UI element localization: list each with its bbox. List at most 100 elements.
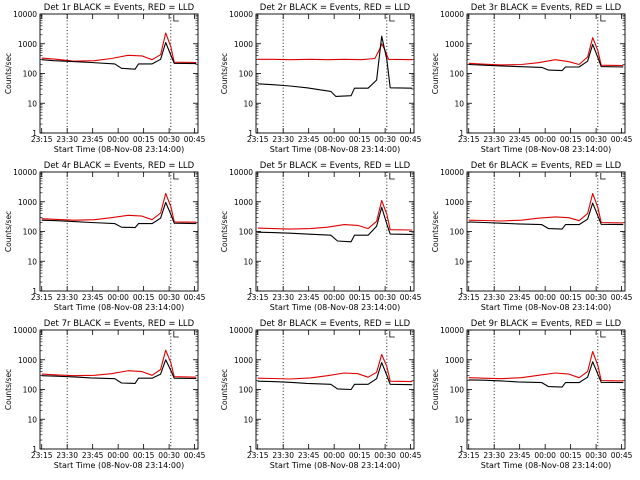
- y-tick-label: 1000: [234, 356, 253, 365]
- marker-bracket: [600, 15, 606, 22]
- x-tick-label: 00:30: [374, 293, 396, 302]
- plot-frame: [466, 329, 626, 450]
- y-axis-label: Counts/sec: [220, 369, 229, 410]
- panel-title: Det 4r BLACK = Events, RED = LLD: [44, 161, 195, 171]
- x-tick-label: 00:30: [374, 135, 396, 144]
- y-tick-label: 100: [450, 228, 465, 237]
- x-axis-label: Start Time (08-Nov-08 23:14:00): [481, 303, 611, 312]
- x-tick-label: 00:45: [400, 293, 422, 302]
- x-tick-label: 00:30: [585, 451, 607, 460]
- x-tick-label: 23:45: [509, 293, 531, 302]
- plot-frame: [255, 329, 415, 450]
- x-tick-label: 00:15: [133, 451, 155, 460]
- x-axis-label: Start Time (08-Nov-08 23:14:00): [270, 303, 400, 312]
- plot-frame: [466, 171, 626, 292]
- series-events-line: [41, 201, 197, 229]
- y-tick-label: 10: [243, 257, 253, 266]
- x-tick-label: 23:15: [247, 293, 269, 302]
- x-axis-label: Start Time (08-Nov-08 23:14:00): [54, 303, 184, 312]
- y-tick-label: 10: [243, 415, 253, 424]
- x-tick-label: 00:30: [374, 451, 396, 460]
- y-axis-label: Counts/sec: [4, 211, 13, 252]
- marker-bracket: [389, 15, 395, 22]
- y-tick-label: 10: [243, 99, 253, 108]
- y-tick-label: 1: [32, 445, 37, 454]
- plot-frame: [39, 171, 199, 292]
- x-tick-label: 00:30: [585, 293, 607, 302]
- marker-bracket: [173, 331, 179, 338]
- y-tick-label: 100: [23, 386, 38, 395]
- y-tick-label: 10: [27, 415, 37, 424]
- x-tick-label: 00:15: [133, 135, 155, 144]
- x-tick-label: 23:30: [272, 293, 294, 302]
- x-tick-label: 23:30: [272, 451, 294, 460]
- y-tick-label: 10000: [440, 10, 464, 19]
- x-tick-label: 00:30: [158, 135, 180, 144]
- y-tick-label: 10: [27, 99, 37, 108]
- y-tick-label: 1: [459, 445, 464, 454]
- series-events-line: [257, 35, 413, 97]
- y-axis-label: Counts/sec: [220, 211, 229, 252]
- series-lld-line: [468, 37, 624, 67]
- detector-panel-1: Det 1r BLACK = Events, RED = LLD 1 10 100 10…: [4, 3, 206, 154]
- x-tick-label: 23:45: [82, 135, 104, 144]
- plot-frame: [255, 13, 415, 134]
- x-tick-label: 00:45: [400, 135, 422, 144]
- x-tick-label: 00:00: [534, 451, 556, 460]
- plot-frame: [255, 171, 415, 292]
- detector-panel-9: Det 9r BLACK = Events, RED = LLD 1 10 100 10…: [431, 319, 633, 470]
- marker-bracket: [389, 173, 395, 180]
- series-events-line: [41, 359, 197, 384]
- x-tick-label: 00:00: [534, 293, 556, 302]
- x-tick-label: 23:15: [31, 451, 53, 460]
- x-tick-label: 00:15: [133, 293, 155, 302]
- series-events-line: [41, 41, 197, 70]
- y-tick-label: 1000: [18, 356, 37, 365]
- x-tick-label: 00:45: [400, 451, 422, 460]
- x-tick-label: 23:45: [298, 135, 320, 144]
- x-tick-label: 23:45: [298, 451, 320, 460]
- x-tick-label: 00:45: [184, 135, 206, 144]
- y-tick-label: 100: [239, 70, 254, 79]
- x-tick-label: 23:45: [509, 135, 531, 144]
- x-tick-label: 23:30: [483, 451, 505, 460]
- y-tick-label: 100: [239, 228, 254, 237]
- y-tick-label: 10: [454, 99, 464, 108]
- plot-frame: [466, 13, 626, 134]
- series-lld-line: [257, 353, 413, 383]
- detector-panel-5: Det 5r BLACK = Events, RED = LLD 1 10 100 10…: [220, 161, 422, 312]
- series-events-line: [468, 202, 624, 230]
- series-events-line: [468, 361, 624, 388]
- y-axis-label: Counts/sec: [431, 53, 440, 94]
- x-tick-label: 23:30: [483, 293, 505, 302]
- panel-title: Det 1r BLACK = Events, RED = LLD: [44, 3, 195, 13]
- y-tick-label: 1: [32, 129, 37, 138]
- panel-title: Det 5r BLACK = Events, RED = LLD: [260, 161, 411, 171]
- x-tick-label: 00:45: [611, 293, 633, 302]
- series-lld-line: [468, 192, 624, 224]
- series-lld-line: [41, 349, 197, 378]
- y-tick-label: 10000: [13, 326, 37, 335]
- y-tick-label: 1: [459, 129, 464, 138]
- x-tick-label: 23:15: [31, 293, 53, 302]
- x-tick-label: 00:30: [158, 293, 180, 302]
- panel-title: Det 7r BLACK = Events, RED = LLD: [44, 319, 195, 329]
- detector-panel-8: Det 8r BLACK = Events, RED = LLD 1 10 100 10…: [220, 319, 422, 470]
- series-events-line: [257, 206, 413, 243]
- series-events-line: [257, 362, 413, 391]
- x-tick-label: 23:15: [31, 135, 53, 144]
- panel-title: Det 2r BLACK = Events, RED = LLD: [260, 3, 411, 13]
- panel-title: Det 9r BLACK = Events, RED = LLD: [471, 319, 622, 329]
- detector-panel-4: Det 4r BLACK = Events, RED = LLD 1 10 100 10…: [4, 161, 206, 312]
- marker-bracket: [600, 331, 606, 338]
- x-tick-label: 00:00: [107, 451, 129, 460]
- marker-bracket: [173, 15, 179, 22]
- x-tick-label: 00:00: [323, 451, 345, 460]
- y-tick-label: 10: [454, 415, 464, 424]
- y-axis-label: Counts/sec: [4, 53, 13, 94]
- x-tick-label: 00:00: [323, 135, 345, 144]
- x-tick-label: 23:15: [458, 135, 480, 144]
- y-tick-label: 100: [450, 386, 465, 395]
- series-lld-line: [468, 350, 624, 382]
